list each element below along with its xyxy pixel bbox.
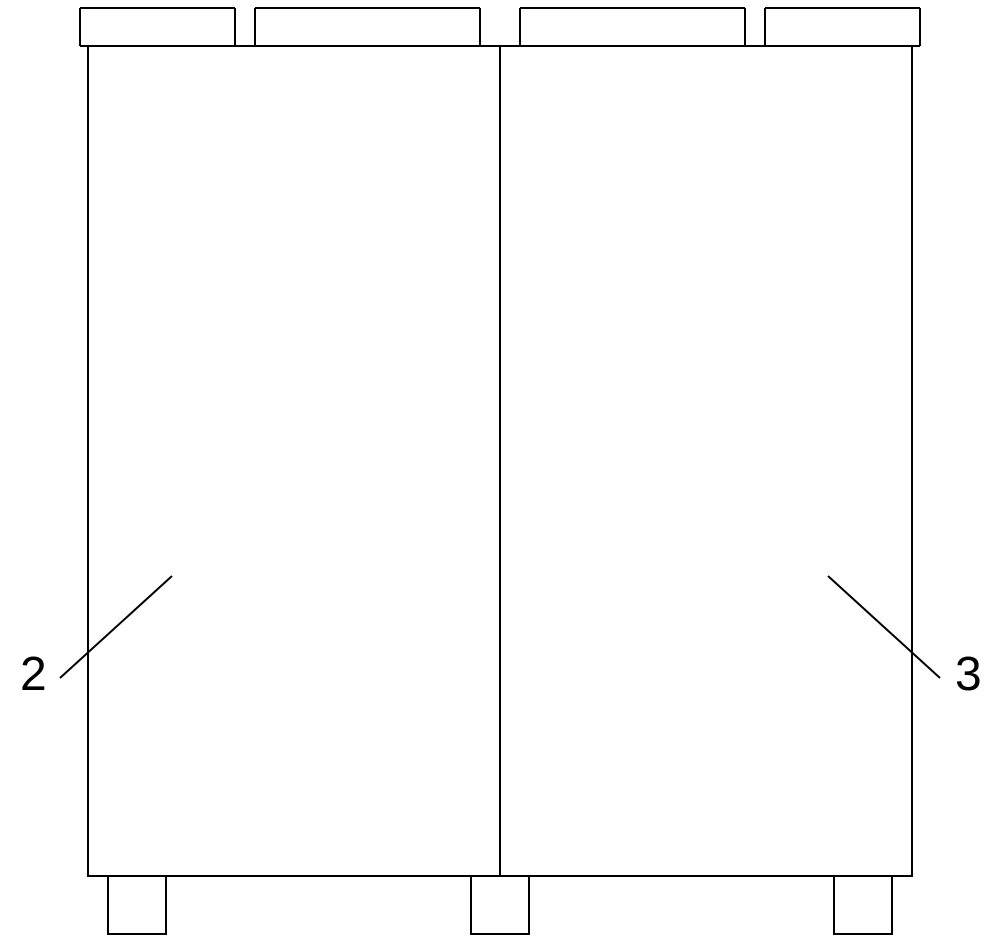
callout-label-2: 2 (20, 648, 47, 701)
callout-label-3: 3 (955, 648, 982, 701)
